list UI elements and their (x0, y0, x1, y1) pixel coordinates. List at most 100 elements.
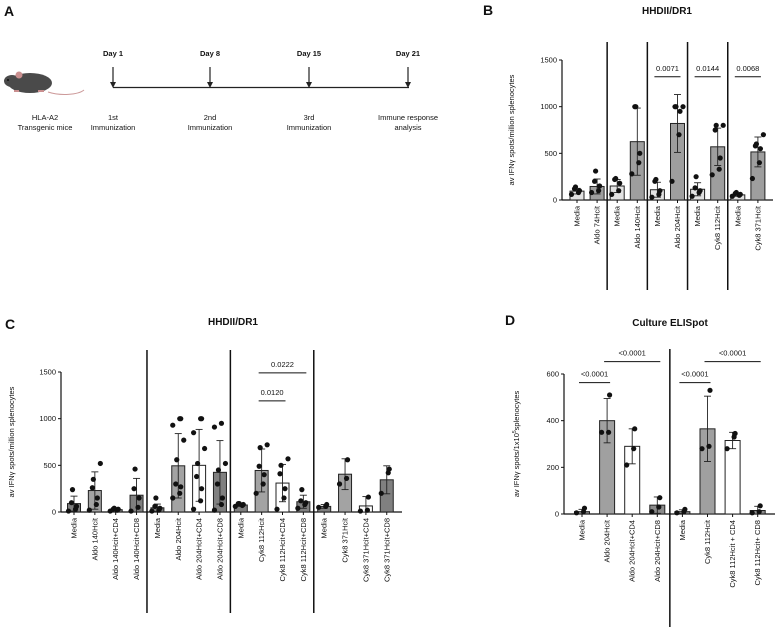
x-tick-label: Media (153, 517, 162, 538)
data-point (324, 501, 330, 508)
p-value-label: <0.0001 (581, 370, 608, 379)
data-point (657, 495, 663, 501)
data-point (218, 420, 225, 426)
x-tick-label: Aldo 204Hcit+CD8 (653, 520, 662, 582)
x-tick-label: Cyk8 112Hcit (257, 517, 266, 562)
data-point (364, 507, 370, 513)
x-tick-label: Aldo 140Hcit (633, 205, 642, 248)
arrow-down-icon (110, 82, 116, 88)
data-point (199, 416, 205, 422)
data-point (717, 155, 723, 161)
x-tick-label: Media (320, 517, 329, 538)
panel-a: A HLA-A2 Transgenic mice Day 11stImmuniz… (4, 3, 438, 132)
data-point (299, 487, 305, 493)
x-tick-label: Media (578, 519, 587, 540)
x-tick-label: Cyk8 112Hcit + CD4 (728, 520, 737, 588)
y-axis-label: av IFNγ spots/million splenocytes (7, 386, 16, 497)
data-point (277, 471, 283, 477)
data-point (757, 503, 763, 509)
data-point (631, 446, 637, 452)
x-tick-label: Aldo 204Hcit+CD8 (215, 518, 224, 580)
data-point (281, 495, 287, 501)
y-axis-label-main: av IFNγ spots/1x10 (512, 433, 521, 497)
arrow-down-icon (207, 82, 213, 88)
data-point (170, 495, 176, 501)
mouse-label-line2: Transgenic mice (18, 123, 73, 132)
data-point (576, 188, 583, 194)
data-point (68, 500, 75, 506)
data-point (756, 160, 763, 166)
y-axis-label-end: splenocytes (512, 390, 521, 430)
x-tick-label: Media (573, 205, 582, 226)
x-tick-label: Aldo 204Hcit (174, 517, 183, 560)
data-point (657, 188, 663, 194)
p-value-label: 0.0120 (261, 388, 284, 397)
data-point (178, 416, 184, 422)
data-point (592, 178, 598, 184)
data-point (607, 392, 613, 398)
data-point (365, 494, 371, 500)
data-point (669, 178, 675, 184)
data-point (386, 466, 392, 472)
data-point (198, 498, 204, 504)
data-point (636, 160, 642, 166)
data-point (256, 463, 262, 469)
data-point (211, 424, 218, 430)
x-tick-label: Cyk8 112Hcit+CD4 (278, 518, 287, 581)
x-tick-label: Media (733, 205, 742, 226)
timeline-event-line2: Immunization (91, 123, 136, 132)
y-tick-label: 1500 (39, 368, 56, 377)
data-point (191, 430, 197, 436)
data-point (336, 481, 343, 487)
data-point (724, 446, 730, 452)
data-point (609, 191, 615, 197)
data-point (712, 127, 718, 133)
data-point (692, 185, 698, 191)
timeline-event-line1: 1st (108, 113, 119, 122)
data-point (606, 429, 612, 435)
data-point (749, 175, 756, 182)
data-point (649, 509, 655, 515)
p-value-label: 0.0222 (271, 360, 294, 369)
y-tick-label: 500 (43, 461, 56, 470)
mouse-icon (4, 71, 85, 95)
data-point (753, 141, 760, 147)
data-point (649, 194, 655, 200)
p-value-label: 0.0071 (656, 64, 679, 73)
x-tick-label: Aldo 74Hcit (593, 205, 602, 244)
data-point (135, 504, 141, 510)
x-tick-label: Cyk8 371Hcit (341, 517, 350, 563)
data-point (257, 445, 263, 451)
data-point (73, 503, 80, 509)
p-value-label: <0.0001 (719, 349, 746, 358)
data-point (274, 506, 280, 512)
data-point (149, 508, 155, 514)
x-tick-label: Media (613, 205, 622, 226)
data-point (94, 495, 100, 501)
data-point (707, 387, 713, 393)
chart-b: HHDII/DR1 av IFNγ spots/million splenocyt… (507, 6, 773, 290)
x-tick-label: Aldo 140Hcit+CD4 (111, 518, 120, 580)
arrow-down-icon (306, 82, 312, 88)
data-point (211, 507, 218, 513)
data-point (709, 172, 715, 178)
timeline-event-line1: 3rd (304, 113, 315, 122)
data-point (680, 104, 686, 110)
data-point (613, 175, 619, 182)
data-point (215, 467, 222, 473)
data-point (219, 495, 226, 501)
data-point (222, 460, 229, 467)
timeline-day-label: Day 15 (297, 49, 321, 58)
p-value-label: 0.0144 (696, 64, 719, 73)
data-point (596, 188, 602, 194)
timeline-day-label: Day 8 (200, 49, 220, 58)
data-point (260, 481, 266, 487)
x-tick-label: Cyk8 371Hcit+CD4 (361, 518, 370, 582)
y-tick-label: 1000 (540, 102, 557, 111)
data-point (97, 460, 103, 467)
y-tick-label: 200 (546, 463, 559, 472)
timeline-event-line1: 2nd (204, 113, 217, 122)
data-point (633, 104, 639, 110)
data-point (677, 108, 683, 114)
